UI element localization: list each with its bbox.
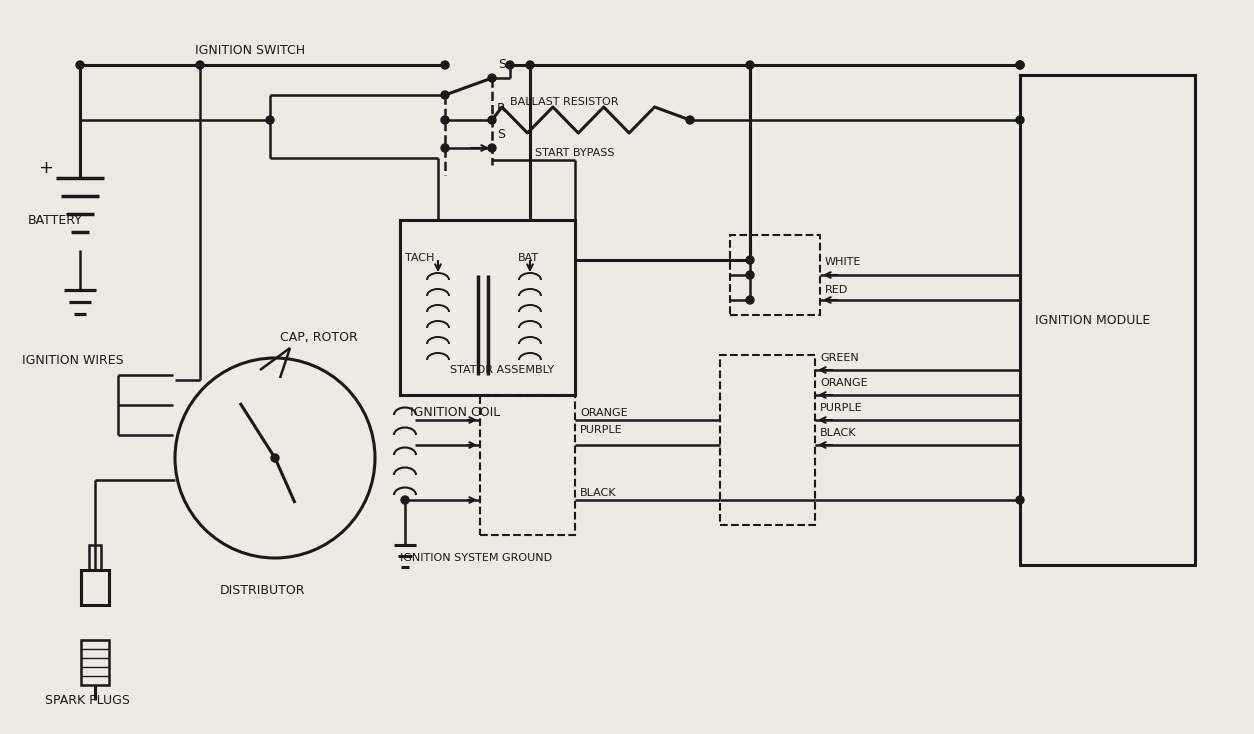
- Text: CAP, ROTOR: CAP, ROTOR: [280, 332, 357, 344]
- Text: BALLAST RESISTOR: BALLAST RESISTOR: [510, 97, 618, 107]
- Circle shape: [488, 116, 497, 124]
- Text: PURPLE: PURPLE: [581, 425, 623, 435]
- Text: ORANGE: ORANGE: [581, 408, 627, 418]
- Text: WHITE: WHITE: [825, 257, 861, 267]
- Text: PURPLE: PURPLE: [820, 403, 863, 413]
- Circle shape: [441, 91, 449, 99]
- Text: R: R: [497, 101, 505, 115]
- Circle shape: [686, 116, 693, 124]
- Circle shape: [1016, 116, 1025, 124]
- Text: BLACK: BLACK: [581, 488, 617, 498]
- Bar: [720, 355, 815, 525]
- Circle shape: [746, 271, 754, 279]
- Circle shape: [746, 256, 754, 264]
- Bar: [730, 235, 820, 315]
- Text: S: S: [497, 128, 505, 142]
- Bar: [89, 545, 102, 570]
- Text: IGNITION SWITCH: IGNITION SWITCH: [196, 43, 305, 57]
- Circle shape: [746, 296, 754, 304]
- Bar: [82, 640, 109, 685]
- Circle shape: [1016, 496, 1025, 504]
- Bar: [1020, 75, 1195, 565]
- Circle shape: [507, 61, 514, 69]
- Text: +: +: [38, 159, 53, 177]
- Text: S: S: [498, 59, 507, 71]
- Text: GREEN: GREEN: [820, 353, 859, 363]
- Circle shape: [441, 61, 449, 69]
- Text: IGNITION WIRES: IGNITION WIRES: [23, 354, 124, 366]
- Text: DISTRIBUTOR: DISTRIBUTOR: [219, 584, 306, 597]
- Text: TACH: TACH: [405, 253, 434, 263]
- Circle shape: [271, 454, 278, 462]
- Text: BATTERY: BATTERY: [28, 214, 83, 227]
- Circle shape: [525, 61, 534, 69]
- Bar: [82, 570, 109, 605]
- Circle shape: [1016, 61, 1025, 69]
- Text: SPARK PLUGS: SPARK PLUGS: [45, 694, 130, 707]
- Text: IGNITION MODULE: IGNITION MODULE: [1035, 313, 1150, 327]
- Bar: [400, 220, 576, 395]
- Circle shape: [746, 61, 754, 69]
- Bar: [480, 395, 576, 535]
- Text: START BYPASS: START BYPASS: [535, 148, 614, 158]
- Circle shape: [441, 116, 449, 124]
- Circle shape: [266, 116, 275, 124]
- Circle shape: [196, 61, 204, 69]
- Circle shape: [401, 496, 409, 504]
- Text: BAT: BAT: [518, 253, 539, 263]
- Circle shape: [441, 144, 449, 152]
- Text: STATOR ASSEMBLY: STATOR ASSEMBLY: [450, 365, 554, 375]
- Circle shape: [76, 61, 84, 69]
- Text: IGNITION COIL: IGNITION COIL: [410, 407, 500, 420]
- Text: IGNITION SYSTEM GROUND: IGNITION SYSTEM GROUND: [400, 553, 552, 563]
- Text: RED: RED: [825, 285, 848, 295]
- Circle shape: [488, 144, 497, 152]
- Circle shape: [488, 74, 497, 82]
- Text: ORANGE: ORANGE: [820, 378, 868, 388]
- Circle shape: [1016, 61, 1025, 69]
- Text: BLACK: BLACK: [820, 428, 856, 438]
